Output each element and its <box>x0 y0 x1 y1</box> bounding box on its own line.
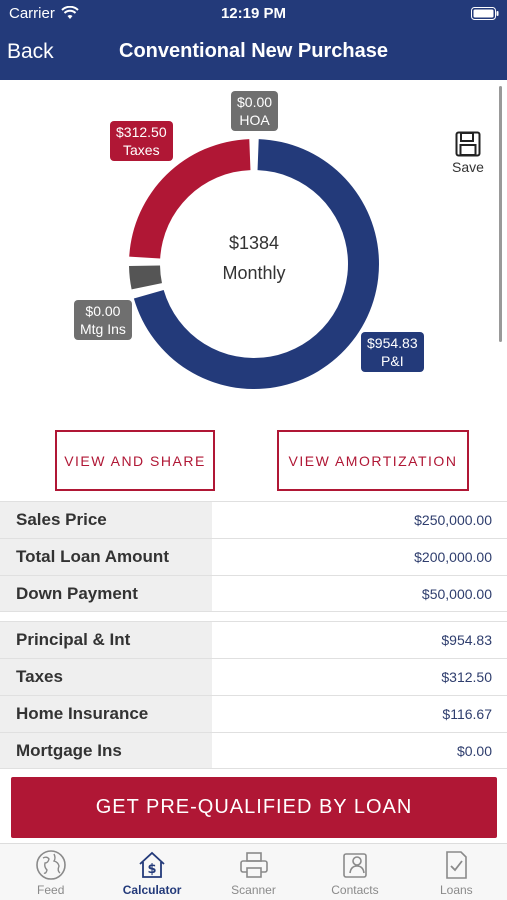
tab-feed[interactable]: Feed <box>0 844 101 900</box>
taxes-callout: $312.50 Taxes <box>110 121 173 161</box>
row-value[interactable]: $250,000.00 <box>414 512 492 528</box>
hoa-amount: $0.00 <box>237 94 273 110</box>
tab-calculator[interactable]: $ Calculator <box>101 844 202 900</box>
table-row: Total Loan Amount $200,000.00 <box>0 538 507 575</box>
wifi-icon <box>61 6 79 19</box>
carrier-label: Carrier <box>9 5 55 22</box>
view-amortization-button[interactable]: VIEW AMORTIZATION <box>277 430 469 491</box>
table-row: Taxes $312.50 <box>0 658 507 695</box>
row-label: Principal & Int <box>0 622 212 658</box>
table-row: Home Insurance $116.67 <box>0 695 507 732</box>
row-label: Down Payment <box>0 576 212 611</box>
row-value[interactable]: $312.50 <box>441 669 492 685</box>
mtg-ins-label: Mtg Ins <box>80 321 126 337</box>
app-header: Carrier 12:19 PM Back Conventional New P… <box>0 0 507 80</box>
get-prequalified-button[interactable]: GET PRE-QUALIFIED BY LOAN <box>11 777 497 838</box>
table-row: Sales Price $250,000.00 <box>0 501 507 538</box>
row-value[interactable]: $116.67 <box>442 706 492 722</box>
tab-label: Loans <box>439 883 473 897</box>
payment-breakdown-table: Principal & Int $954.83 Taxes $312.50 Ho… <box>0 621 507 769</box>
tab-label: Feed <box>37 883 65 897</box>
clock: 12:19 PM <box>220 5 287 22</box>
loan-summary-table: Sales Price $250,000.00 Total Loan Amoun… <box>0 501 507 612</box>
tab-loans[interactable]: Loans <box>406 844 507 900</box>
table-row: Principal & Int $954.83 <box>0 621 507 658</box>
mtg-ins-amount: $0.00 <box>85 303 121 319</box>
row-value[interactable]: $954.83 <box>441 632 492 648</box>
battery-icon <box>471 7 499 20</box>
tab-label: Contacts <box>331 883 379 897</box>
view-and-share-button[interactable]: VIEW AND SHARE <box>55 430 215 491</box>
nav-bar: Back Conventional New Purchase <box>0 30 507 76</box>
row-value[interactable]: $200,000.00 <box>414 549 492 565</box>
donut-segment-mtg-ins[interactable] <box>129 265 162 290</box>
taxes-amount: $312.50 <box>116 124 167 140</box>
svg-text:$: $ <box>148 862 157 877</box>
payment-donut-chart <box>129 139 379 389</box>
save-button[interactable]: Save <box>446 131 490 175</box>
mtg-ins-callout: $0.00 Mtg Ins <box>74 300 132 340</box>
monthly-total: $1384 <box>228 233 280 253</box>
row-label: Total Loan Amount <box>0 539 212 575</box>
row-label: Taxes <box>0 659 212 695</box>
save-label: Save <box>452 159 484 175</box>
row-value[interactable]: $0.00 <box>456 742 492 759</box>
pi-label: P&I <box>381 353 404 369</box>
monthly-label: Monthly <box>222 263 286 283</box>
tab-label: Calculator <box>122 883 182 897</box>
calculator-house-icon: $ <box>139 851 165 878</box>
printer-icon <box>239 852 268 878</box>
hoa-callout: $0.00 HOA <box>231 91 279 131</box>
contacts-icon <box>343 853 367 878</box>
row-value[interactable]: $50,000.00 <box>421 585 492 602</box>
tab-bar: Feed $ Calculator Scanner Contacts Loans <box>0 843 507 900</box>
tab-label: Scanner <box>231 883 276 897</box>
back-button[interactable]: Back <box>7 40 54 63</box>
globe-icon <box>35 850 66 880</box>
row-label: Mortgage Ins <box>0 733 212 768</box>
pi-callout: $954.83 P&I <box>361 332 424 372</box>
status-bar: Carrier 12:19 PM <box>0 0 507 28</box>
pi-amount: $954.83 <box>367 335 418 351</box>
taxes-label: Taxes <box>123 142 160 158</box>
scroll-indicator[interactable] <box>499 86 502 342</box>
tab-contacts[interactable]: Contacts <box>304 844 405 900</box>
table-row: Mortgage Ins $0.00 <box>0 732 507 769</box>
floppy-disk-icon <box>455 131 481 157</box>
row-label: Home Insurance <box>0 696 212 732</box>
table-row: Down Payment $50,000.00 <box>0 575 507 612</box>
donut-segment-taxes[interactable] <box>129 139 251 259</box>
row-label: Sales Price <box>0 502 212 538</box>
tab-scanner[interactable]: Scanner <box>203 844 304 900</box>
hoa-label: HOA <box>239 112 270 128</box>
document-check-icon <box>446 851 468 879</box>
page-title: Conventional New Purchase <box>119 40 388 62</box>
